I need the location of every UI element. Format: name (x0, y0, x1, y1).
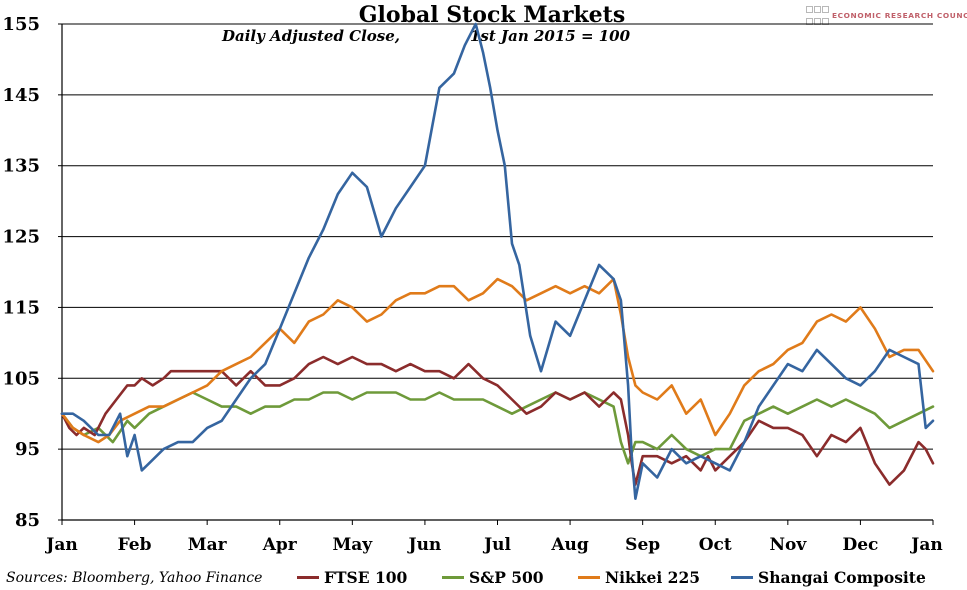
x-tick-label-8: Sep (625, 535, 660, 555)
y-tick-label-85: 85 (15, 510, 40, 531)
y-tick-label-155: 155 (2, 14, 40, 35)
series-line-sp-500 (60, 391, 935, 465)
x-tick-label-1: Feb (118, 535, 152, 555)
y-tick-label-135: 135 (2, 156, 40, 177)
series-line-nikkei-225 (60, 277, 935, 444)
y-tick-label-145: 145 (2, 85, 40, 106)
legend-item-shangai-composite: Shangai Composite (731, 566, 926, 588)
x-tick-label-3: Apr (262, 535, 298, 555)
logo-text: ECONOMIC RESEARCH COUNCIL (832, 11, 967, 20)
x-tick-label-10: Nov (769, 535, 807, 555)
subtitle-daily-adjusted-close: Daily Adjusted Close, (222, 27, 401, 45)
y-tick-label-125: 125 (2, 227, 40, 248)
sources-note: Sources: Bloomberg, Yahoo Finance (6, 570, 263, 586)
x-tick-label-0: Jan (44, 535, 77, 555)
series-line-ftse-100 (60, 355, 935, 486)
legend-item-ftse-100: FTSE 100 (297, 566, 407, 588)
legend-swatch-nikkei-225 (578, 575, 600, 579)
x-tick-label-11: Dec (842, 535, 878, 555)
series-line-shangai-composite (60, 22, 935, 501)
x-tick-label-5: Jun (407, 535, 442, 555)
y-tick-label-95: 95 (15, 439, 40, 460)
legend-swatch-ftse-100 (297, 575, 319, 579)
legend-label-nikkei-225: Nikkei 225 (605, 567, 701, 587)
x-tick-label-4: May (332, 535, 373, 555)
x-tick-label-2: Mar (188, 535, 228, 555)
legend-item-sp-500: S&P 500 (442, 566, 544, 588)
legend-label-shangai-composite: Shangai Composite (758, 567, 926, 587)
y-tick-label-115: 115 (2, 297, 40, 318)
x-tick-label-12: Jan (909, 535, 942, 555)
x-tick-label-9: Oct (699, 535, 732, 555)
subtitle-index-base: 1st Jan 2015 = 100 (470, 27, 631, 45)
legend-label-sp-500: S&P 500 (469, 567, 544, 587)
legend-item-nikkei-225: Nikkei 225 (578, 566, 700, 588)
y-tick-label-105: 105 (2, 368, 40, 389)
x-tick-label-6: Jul (482, 535, 511, 555)
legend-swatch-sp-500 (442, 575, 464, 579)
legend-swatch-shangai-composite (731, 575, 753, 579)
legend-label-ftse-100: FTSE 100 (324, 567, 408, 587)
chart-legend: FTSE 100 S&P 500 Nikkei 225 Shangai Comp… (0, 566, 967, 588)
x-tick-label-7: Aug (550, 535, 589, 555)
